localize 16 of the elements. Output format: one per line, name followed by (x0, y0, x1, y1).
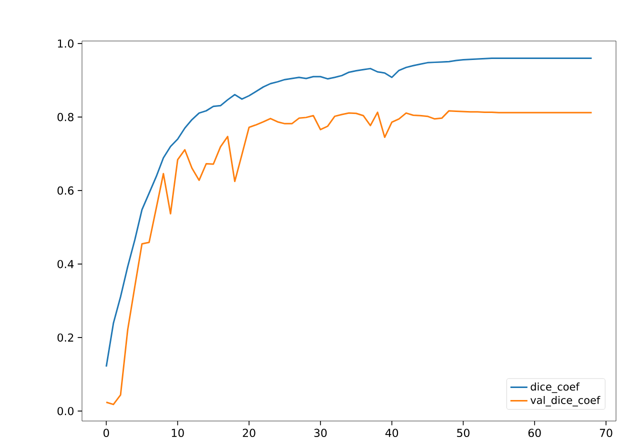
y-tick-label: 0.6 (58, 186, 74, 195)
y-tick-label: 1.0 (58, 39, 74, 48)
x-tick-label: 40 (385, 428, 398, 438)
x-tick-label: 0 (104, 428, 110, 438)
y-tick-label: 0.0 (58, 406, 74, 416)
x-tick-label: 60 (528, 428, 541, 438)
legend-label: val_dice_coef (530, 396, 600, 406)
y-tick-label: 0.8 (58, 112, 74, 122)
x-tick-label: 10 (172, 428, 184, 438)
legend-label: dice_coef (530, 382, 580, 393)
y-tick-label: 0.2 (58, 333, 74, 342)
x-tick-label: 50 (457, 428, 470, 438)
y-tick-label: 0.4 (58, 260, 74, 268)
x-tick-label: 30 (314, 428, 327, 438)
x-tick-label: 70 (600, 428, 612, 438)
x-tick-label: 20 (242, 428, 256, 438)
